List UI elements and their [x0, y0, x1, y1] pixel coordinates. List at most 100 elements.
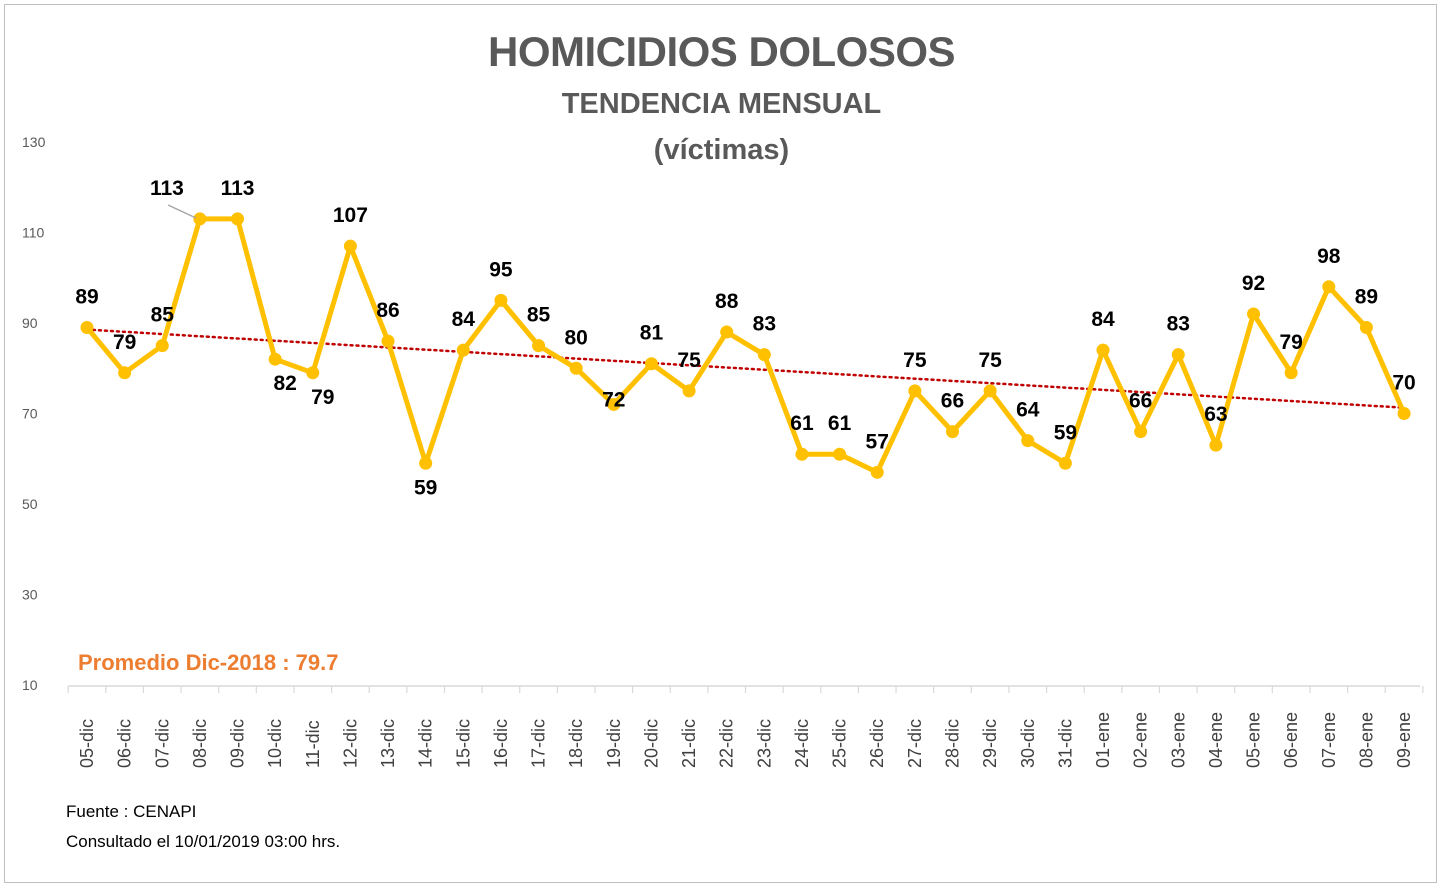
data-point	[833, 447, 847, 461]
x-tick-label: 12-dic	[340, 719, 360, 768]
data-label: 66	[1129, 390, 1152, 413]
x-tick-label: 28-dic	[942, 719, 962, 768]
data-label: 75	[978, 349, 1002, 372]
data-label: 61	[790, 412, 814, 435]
label-leader-line	[167, 204, 197, 219]
x-tick-label: 14-dic	[416, 719, 436, 768]
y-tick-label: 110	[22, 225, 45, 241]
data-label: 57	[866, 430, 889, 453]
x-tick-label: 19-dic	[604, 719, 624, 768]
data-label: 80	[565, 326, 588, 349]
data-point	[757, 348, 771, 362]
data-label: 59	[414, 476, 437, 499]
data-point	[1247, 307, 1261, 321]
data-point	[607, 397, 621, 411]
y-tick-label: 30	[22, 587, 38, 603]
data-label: 89	[75, 286, 98, 309]
data-point	[1284, 366, 1298, 380]
data-point	[1058, 456, 1072, 470]
x-tick-label: 04-ene	[1206, 712, 1226, 768]
data-label: 64	[1016, 399, 1040, 422]
data-point	[945, 425, 959, 439]
data-label: 95	[489, 258, 513, 281]
data-label: 66	[941, 390, 964, 413]
x-tick-label: 31-dic	[1055, 719, 1075, 768]
data-label: 79	[311, 386, 334, 409]
data-point	[1209, 438, 1223, 452]
data-point	[644, 357, 658, 371]
data-label: 89	[1355, 286, 1378, 309]
data-label: 85	[151, 304, 175, 327]
data-label: 61	[828, 412, 852, 435]
chart-subtitle: TENDENCIA MENSUAL	[561, 88, 882, 120]
data-point	[80, 321, 94, 335]
data-point	[343, 239, 357, 253]
data-label: 113	[221, 177, 255, 200]
y-tick-label: 90	[22, 315, 38, 331]
x-tick-label: 29-dic	[980, 719, 1000, 768]
data-point	[1096, 343, 1110, 357]
x-tick-label: 17-dic	[529, 719, 549, 768]
x-tick-label: 11-dic	[303, 720, 323, 768]
data-point	[381, 334, 395, 348]
x-tick-label: 07-ene	[1319, 712, 1339, 768]
data-point	[983, 384, 997, 398]
x-tick-label: 05-dic	[77, 719, 97, 768]
data-label: 79	[1279, 331, 1302, 354]
x-tick-label: 21-dic	[679, 719, 699, 768]
y-tick-label: 130	[22, 134, 46, 150]
x-tick-label: 09-ene	[1394, 712, 1414, 768]
data-point	[870, 465, 884, 479]
x-tick-label: 25-dic	[830, 719, 850, 768]
x-tick-label: 30-dic	[1018, 719, 1038, 768]
x-tick-label: 02-ene	[1131, 712, 1151, 768]
data-label: 107	[333, 204, 368, 227]
data-point	[532, 339, 546, 353]
data-label: 75	[677, 349, 701, 372]
x-tick-label: 08-ene	[1356, 712, 1376, 768]
data-label: 86	[376, 299, 399, 322]
x-tick-label: 18-dic	[566, 719, 586, 768]
data-point	[795, 447, 809, 461]
data-label: 83	[753, 313, 776, 336]
x-tick-label: 16-dic	[491, 719, 511, 768]
data-label: 63	[1204, 403, 1227, 426]
x-tick-label: 05-ene	[1244, 712, 1264, 768]
average-annotation: Promedio Dic-2018 : 79.7	[78, 650, 339, 675]
x-tick-label: 03-ene	[1168, 712, 1188, 768]
data-point	[1021, 434, 1035, 448]
data-point	[456, 343, 470, 357]
data-point	[155, 339, 169, 353]
data-point	[231, 212, 245, 226]
data-point	[682, 384, 696, 398]
data-label: 81	[640, 322, 664, 345]
data-point	[306, 366, 320, 380]
x-tick-label: 15-dic	[453, 719, 473, 768]
data-label: 82	[273, 372, 296, 395]
data-point	[1134, 425, 1148, 439]
data-label: 113	[150, 177, 184, 200]
data-label: 70	[1392, 372, 1415, 395]
y-tick-label: 50	[22, 496, 38, 512]
data-label: 85	[527, 304, 551, 327]
consulted-note: Consultado el 10/01/2019 03:00 hrs.	[66, 832, 341, 851]
x-tick-label: 24-dic	[792, 719, 812, 768]
y-tick-label: 70	[22, 406, 38, 422]
data-point	[1171, 348, 1185, 362]
data-point	[1322, 280, 1336, 294]
source-note: Fuente : CENAPI	[66, 802, 197, 821]
x-tick-label: 07-dic	[152, 719, 172, 768]
data-point	[118, 366, 132, 380]
x-tick-label: 09-dic	[228, 719, 248, 768]
data-label: 59	[1054, 421, 1077, 444]
x-tick-label: 01-ene	[1093, 712, 1113, 768]
data-point	[908, 384, 922, 398]
data-label: 88	[715, 290, 739, 313]
data-label: 98	[1317, 245, 1341, 268]
x-tick-label: 06-ene	[1281, 712, 1301, 768]
data-label: 75	[903, 349, 927, 372]
chart-title: HOMICIDIOS DOLOSOS	[487, 28, 956, 75]
data-point	[569, 361, 583, 375]
x-tick-label: 06-dic	[115, 719, 135, 768]
